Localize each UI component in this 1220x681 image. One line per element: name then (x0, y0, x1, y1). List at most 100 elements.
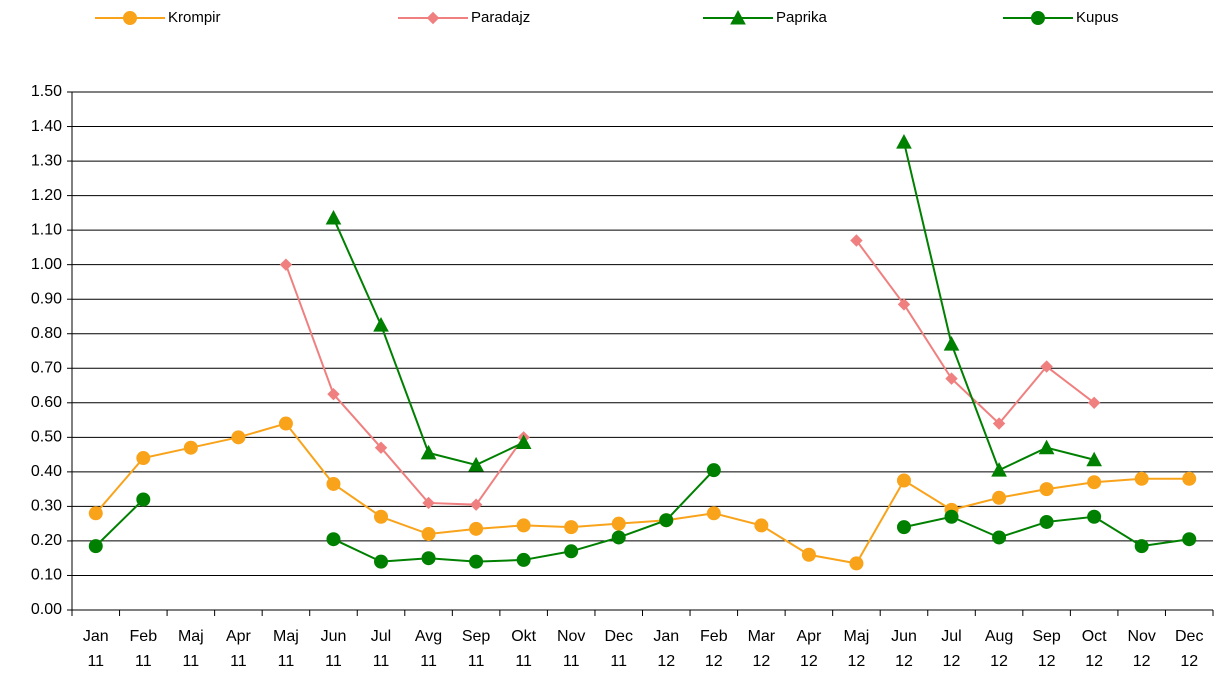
legend-marker (730, 9, 746, 25)
marker (279, 258, 293, 271)
marker (849, 556, 864, 571)
y-tick-label: 1.20 (31, 187, 62, 204)
marker (373, 317, 389, 332)
marker (991, 462, 1007, 477)
x-tick-label: Apr 12 (796, 628, 822, 670)
marker (469, 498, 483, 511)
marker (564, 544, 579, 559)
marker (801, 547, 816, 562)
marker (1182, 471, 1197, 486)
legend-label: Paradajz (471, 9, 530, 26)
x-tick-label: Feb 11 (129, 628, 158, 670)
x-tick-label: Jul 11 (370, 628, 392, 670)
series-line (332, 141, 1095, 472)
x-tick-label: Jun 11 (320, 628, 347, 670)
x-tick-label: Feb 12 (700, 628, 728, 670)
legend-label: Krompir (168, 9, 221, 26)
marker (374, 509, 389, 524)
marker (469, 521, 484, 536)
marker (611, 516, 626, 531)
marker (943, 336, 960, 351)
x-tick-label: Maj 11 (177, 628, 204, 670)
marker (1039, 482, 1054, 497)
marker (325, 209, 342, 225)
marker (468, 456, 484, 472)
x-tick-label: Aug 12 (984, 628, 1014, 670)
marker (183, 440, 198, 455)
marker (1038, 439, 1055, 455)
y-tick-label: 0.00 (31, 601, 62, 618)
y-tick-label: 1.10 (31, 221, 62, 238)
y-tick-label: 0.40 (31, 463, 62, 480)
legend-label: Paprika (776, 9, 828, 26)
marker (327, 387, 340, 401)
marker (374, 554, 389, 569)
x-tick-label: Jun 12 (891, 628, 917, 670)
x-tick-label: Nov 11 (556, 628, 586, 670)
marker (1039, 514, 1054, 529)
marker (992, 530, 1007, 545)
series-line (95, 422, 1190, 565)
y-tick-label: 0.60 (31, 394, 62, 411)
marker (992, 417, 1006, 430)
marker (1087, 509, 1102, 524)
marker (850, 234, 863, 247)
series-line (284, 239, 1095, 506)
marker (896, 134, 912, 149)
marker (706, 463, 721, 478)
marker (374, 441, 388, 454)
marker (421, 527, 436, 542)
marker (516, 552, 531, 567)
marker (231, 430, 246, 445)
marker (1182, 532, 1197, 547)
marker (515, 434, 532, 450)
y-tick-label: 0.10 (31, 567, 62, 584)
x-tick-label: Oct 12 (1081, 628, 1107, 670)
x-tick-label: Jul 12 (941, 628, 962, 670)
x-tick-label: Mar 12 (747, 628, 776, 670)
y-tick-label: 1.30 (31, 152, 62, 169)
marker (326, 476, 341, 491)
x-tick-label: Maj 12 (843, 628, 870, 670)
legend-marker (1031, 11, 1045, 25)
marker (945, 372, 958, 385)
marker (706, 506, 721, 521)
marker (516, 518, 531, 533)
x-tick-label: Nov 12 (1127, 628, 1156, 670)
marker (136, 451, 151, 466)
legend-marker (426, 11, 440, 25)
marker (469, 554, 484, 569)
marker (420, 444, 437, 460)
y-tick-label: 0.20 (31, 532, 62, 549)
y-tick-label: 1.00 (31, 256, 62, 273)
y-tick-label: 0.70 (31, 359, 62, 376)
x-tick-label: Maj 11 (273, 628, 299, 670)
x-tick-label: Dec 12 (1174, 628, 1204, 670)
marker (659, 513, 674, 528)
y-tick-label: 0.80 (31, 325, 62, 342)
series-line (95, 469, 1190, 563)
marker (754, 518, 769, 533)
x-tick-label: Sep 12 (1032, 628, 1061, 670)
marker (1134, 471, 1149, 486)
marker (421, 551, 436, 566)
y-tick-label: 0.50 (31, 429, 62, 446)
marker (1087, 475, 1102, 490)
marker (326, 532, 341, 547)
y-tick-label: 0.30 (31, 498, 62, 515)
marker (278, 416, 293, 431)
legend-marker (123, 11, 137, 25)
x-tick-label: Sep 11 (461, 628, 491, 670)
marker (88, 539, 103, 554)
x-tick-label: Jan 12 (653, 628, 680, 670)
y-tick-label: 0.90 (31, 290, 62, 307)
marker (896, 520, 911, 535)
marker (564, 520, 579, 535)
y-tick-label: 1.50 (31, 83, 62, 100)
marker (1134, 539, 1149, 554)
marker (896, 473, 911, 488)
marker (1087, 396, 1101, 410)
x-tick-label: Avg 11 (414, 628, 443, 670)
